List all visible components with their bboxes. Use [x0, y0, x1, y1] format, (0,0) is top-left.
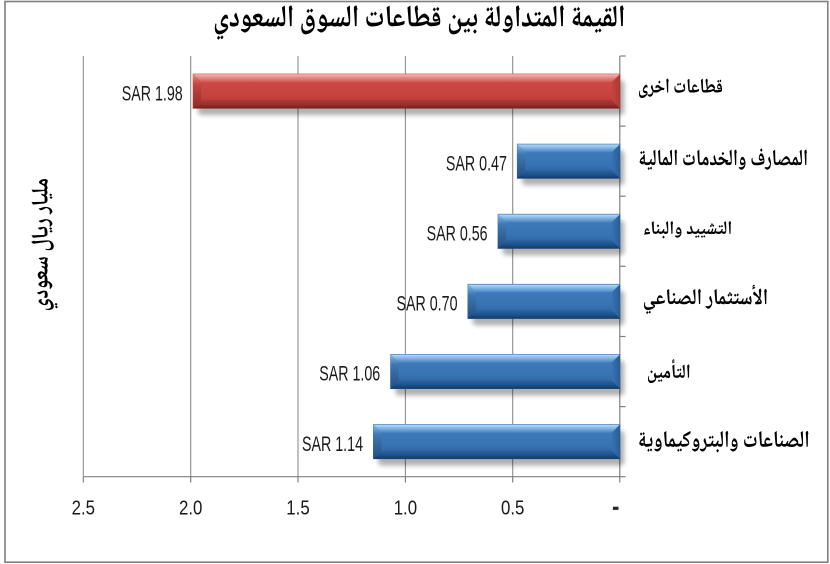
- svg-text:2.5: 2.5: [72, 497, 95, 520]
- svg-text:SAR 1.14: SAR 1.14: [302, 433, 363, 456]
- svg-text:SAR 0.47: SAR 0.47: [446, 152, 507, 175]
- svg-text:SAR 1.98: SAR 1.98: [122, 82, 183, 105]
- svg-text:1.0: 1.0: [394, 497, 417, 520]
- svg-text:1.5: 1.5: [286, 497, 309, 520]
- svg-text:2.0: 2.0: [179, 497, 202, 520]
- svg-text:SAR 0.56: SAR 0.56: [427, 223, 488, 246]
- svg-text:SAR 0.70: SAR 0.70: [397, 293, 458, 316]
- svg-text:SAR 1.06: SAR 1.06: [319, 363, 380, 386]
- svg-text:0.5: 0.5: [501, 497, 524, 520]
